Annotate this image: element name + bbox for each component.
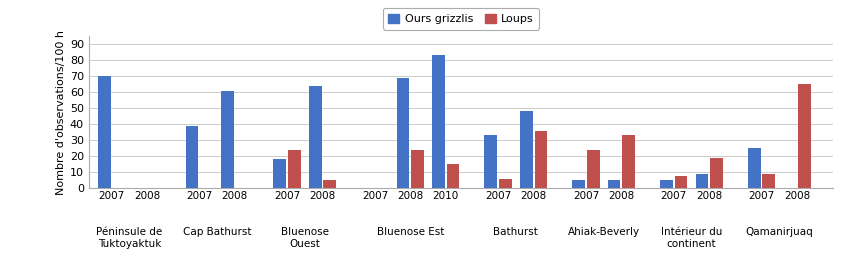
Text: Intérieur du
continent: Intérieur du continent <box>661 227 722 249</box>
Bar <box>748 148 761 188</box>
Bar <box>186 126 199 188</box>
Bar <box>288 150 301 188</box>
Text: Cap Bathurst: Cap Bathurst <box>183 227 251 237</box>
Bar <box>411 150 424 188</box>
Text: Péninsule de
Tuktoyaktuk: Péninsule de Tuktoyaktuk <box>96 227 162 249</box>
Bar <box>798 84 810 188</box>
Bar <box>447 164 459 188</box>
Bar <box>273 160 286 188</box>
Text: Bathurst: Bathurst <box>493 227 538 237</box>
Text: Qamanirjuaq: Qamanirjuaq <box>745 227 813 237</box>
Bar <box>710 158 722 188</box>
Bar <box>674 176 687 188</box>
Bar <box>221 91 233 188</box>
Bar <box>572 180 585 188</box>
Text: Bluenose
Ouest: Bluenose Ouest <box>281 227 329 249</box>
Text: Ahiak-Beverly: Ahiak-Beverly <box>568 227 640 237</box>
Bar <box>660 180 673 188</box>
Y-axis label: Nombre d'observations/100 h: Nombre d'observations/100 h <box>56 30 66 195</box>
Legend: Ours grizzlis, Loups: Ours grizzlis, Loups <box>382 8 540 30</box>
Bar <box>695 174 708 188</box>
Bar <box>323 180 336 188</box>
Bar <box>762 174 775 188</box>
Bar <box>499 179 512 188</box>
Bar <box>397 78 409 188</box>
Bar <box>485 135 497 188</box>
Bar <box>520 111 533 188</box>
Bar <box>623 135 635 188</box>
Bar <box>587 150 600 188</box>
Bar <box>98 76 111 188</box>
Text: Bluenose Est: Bluenose Est <box>376 227 444 237</box>
Bar <box>432 55 445 188</box>
Bar <box>535 131 547 188</box>
Bar <box>309 86 321 188</box>
Bar <box>607 180 620 188</box>
